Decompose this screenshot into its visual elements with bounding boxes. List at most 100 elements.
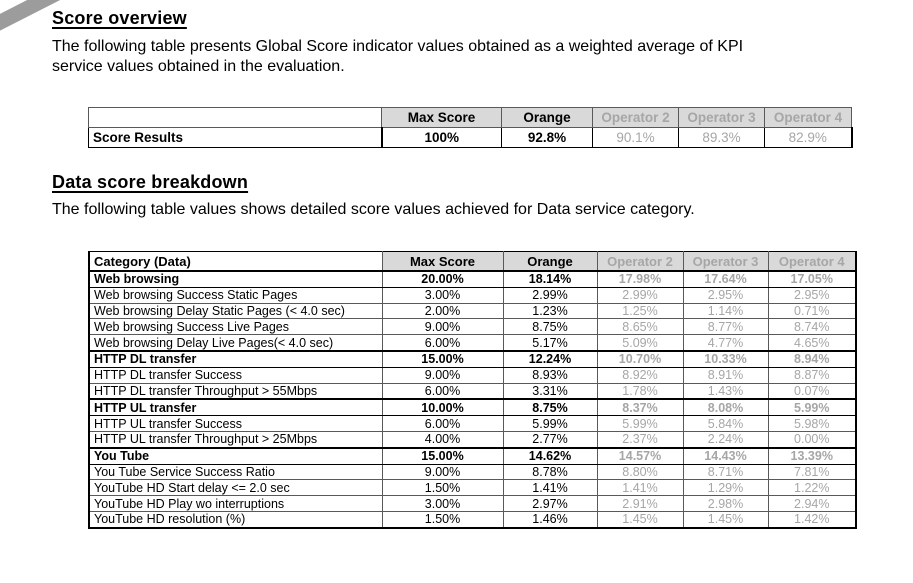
table-row: YouTube HD resolution (%) 1.50% 1.46% 1.45%… [88, 510, 857, 529]
cell-value: 82.9% [764, 127, 853, 148]
column-header-category [88, 107, 382, 128]
cell-value: 4.00% [381, 430, 504, 449]
cell-value: 2.97% [502, 495, 598, 512]
cell-value: 8.37% [596, 398, 684, 417]
row-label: YouTube HD resolution (%) [88, 510, 383, 529]
data-breakdown-description: The following table values shows detaile… [52, 201, 695, 218]
cell-value: 1.50% [381, 510, 504, 529]
cell-value: 2.77% [502, 430, 598, 449]
cell-value: 1.22% [767, 479, 857, 497]
cell-value: 2.99% [596, 286, 684, 304]
table-row: Web browsing Success Live Pages 9.00% 8.75… [88, 318, 857, 336]
cell-value: 8.77% [682, 318, 769, 336]
cell-value: 2.00% [381, 302, 504, 320]
table-row: Web browsing Success Static Pages 3.00% 2.… [88, 286, 857, 304]
cell-value: 2.91% [596, 495, 684, 512]
row-label: Web browsing Success Static Pages [88, 286, 383, 304]
cell-value: 3.00% [381, 495, 504, 512]
cell-value: 14.57% [596, 446, 684, 465]
section-heading-score-overview: Score overview [52, 8, 187, 28]
cell-value: 2.99% [502, 286, 598, 304]
cell-value: 8.78% [502, 463, 598, 481]
cell-value: 1.45% [596, 510, 684, 529]
table-row: HTTP DL transfer Success 9.00% 8.93% 8.92% 8… [88, 366, 857, 384]
row-label: YouTube HD Start delay <= 2.0 sec [88, 479, 383, 497]
table-row: HTTP DL transfer Throughput > 55Mbps 6.00… [88, 382, 857, 400]
table-row: You Tube Service Success Ratio 9.00% 8.78%… [88, 463, 857, 481]
cell-value: 9.00% [381, 366, 504, 384]
cell-value: 100% [380, 127, 502, 148]
cell-value: 5.99% [502, 415, 598, 432]
cell-value: 1.41% [502, 479, 598, 497]
row-label: You Tube Service Success Ratio [88, 463, 383, 481]
cell-value: 12.24% [502, 349, 598, 368]
table-row: Web browsing Delay Live Pages(< 4.0 sec)… [88, 334, 857, 352]
cell-value: 8.08% [682, 398, 769, 417]
column-header: Operator 3 [678, 107, 765, 128]
cell-value: 6.00% [381, 382, 504, 400]
cell-value: 8.87% [767, 366, 857, 384]
cell-value: 1.78% [596, 382, 684, 400]
cell-value: 10.70% [596, 349, 684, 368]
cell-value: 8.71% [682, 463, 769, 481]
cell-value: 1.23% [502, 302, 598, 320]
cell-value: 5.09% [596, 334, 684, 352]
cell-value: 18.14% [502, 269, 598, 288]
cell-value: 5.17% [502, 334, 598, 352]
cell-value: 8.94% [767, 349, 857, 368]
cell-value: 4.65% [767, 334, 857, 352]
cell-value: 14.62% [502, 446, 598, 465]
cell-value: 15.00% [381, 446, 504, 465]
score-overview-description: The following table presents Global Scor… [52, 38, 744, 75]
cell-value: 4.77% [682, 334, 769, 352]
cell-value: 8.75% [502, 318, 598, 336]
cell-value: 20.00% [381, 269, 504, 288]
section-heading-data-breakdown: Data score breakdown [52, 172, 249, 192]
row-label: Web browsing Delay Static Pages (< 4.0 s… [88, 302, 383, 320]
column-header: Max Score [381, 251, 504, 272]
cell-value: 0.71% [767, 302, 857, 320]
cell-value: 13.39% [767, 446, 857, 465]
row-label: HTTP DL transfer [88, 349, 383, 368]
cell-value: 6.00% [381, 334, 504, 352]
column-header-category: Category (Data) [88, 251, 383, 272]
cell-value: 1.46% [502, 510, 598, 529]
table-row: HTTP DL transfer 15.00% 12.24% 10.70% 10.33%… [88, 349, 857, 368]
table-row: HTTP UL transfer Throughput > 25Mbps 4.00… [88, 430, 857, 449]
cell-value: 2.95% [682, 286, 769, 304]
row-label: Web browsing [88, 269, 383, 288]
cell-value: 2.37% [596, 430, 684, 449]
cell-value: 90.1% [592, 127, 679, 148]
cell-value: 2.95% [767, 286, 857, 304]
cell-value: 5.98% [767, 415, 857, 432]
data-breakdown-table: Category (Data) Max Score Orange Operator 2… [88, 251, 857, 529]
table-row: HTTP UL transfer Success 6.00% 5.99% 5.99% 5… [88, 415, 857, 432]
cell-value: 3.31% [502, 382, 598, 400]
cell-value: 1.25% [596, 302, 684, 320]
cell-value: 8.74% [767, 318, 857, 336]
cell-value: 5.84% [682, 415, 769, 432]
cell-value: 14.43% [682, 446, 769, 465]
table-row: YouTube HD Start delay <= 2.0 sec 1.50% 1.… [88, 479, 857, 497]
cell-value: 1.29% [682, 479, 769, 497]
cell-value: 1.50% [381, 479, 504, 497]
cell-value: 17.05% [767, 269, 857, 288]
cell-value: 0.00% [767, 430, 857, 449]
row-label: Web browsing Delay Live Pages(< 4.0 sec) [88, 334, 383, 352]
cell-value: 89.3% [678, 127, 765, 148]
cell-value: 10.33% [682, 349, 769, 368]
column-header: Operator 3 [682, 251, 769, 272]
cell-value: 8.92% [596, 366, 684, 384]
cell-value: 8.75% [502, 398, 598, 417]
table-header-row: Max Score Orange Operator 2 Operator 3 Opera… [88, 107, 852, 128]
cell-value: 1.45% [682, 510, 769, 529]
row-label: HTTP DL transfer Success [88, 366, 383, 384]
table-header-row: Category (Data) Max Score Orange Operator 2… [88, 251, 857, 272]
cell-value: 8.91% [682, 366, 769, 384]
column-header: Max Score [381, 107, 502, 128]
table-row: Score Results 100% 92.8% 90.1% 89.3% 82.9% [88, 127, 853, 148]
cell-value: 3.00% [381, 286, 504, 304]
column-header: Orange [501, 107, 593, 128]
cell-value: 17.98% [596, 269, 684, 288]
cell-value: 2.98% [682, 495, 769, 512]
